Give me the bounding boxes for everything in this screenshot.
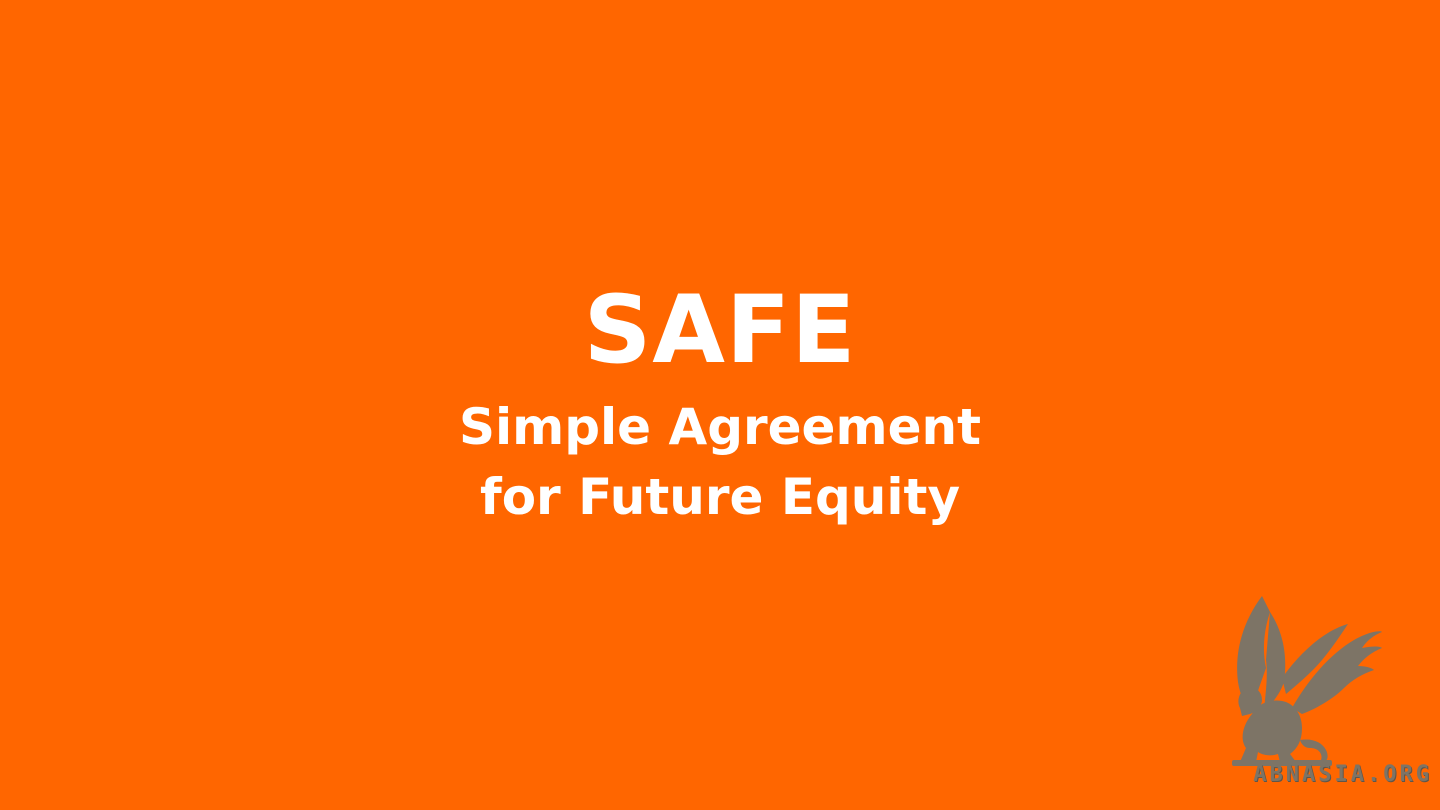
slide-subtitle: Simple Agreement for Future Equity (0, 392, 1440, 532)
slide-title: SAFE (583, 276, 857, 385)
subtitle-line-1: Simple Agreement (459, 398, 981, 456)
title-block: SAFE Simple Agreement for Future Equity (0, 276, 1440, 532)
subtitle-line-2: for Future Equity (479, 468, 961, 526)
griffin-icon (1232, 596, 1382, 766)
watermark-text: ABNASIA.ORG (1253, 762, 1432, 787)
